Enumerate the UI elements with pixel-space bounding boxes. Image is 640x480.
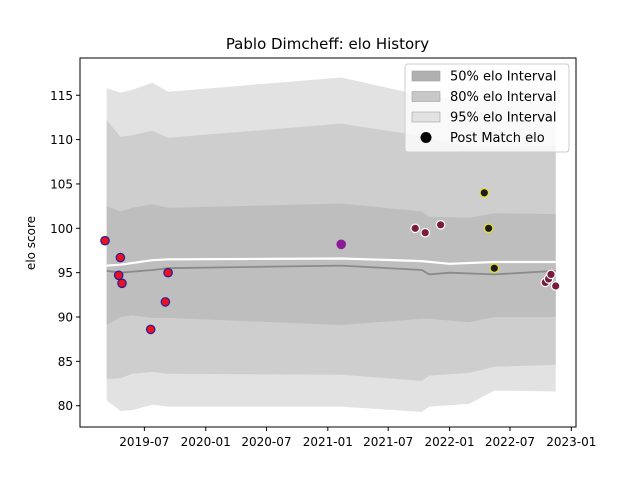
data-point-6	[163, 267, 173, 278]
axes: 80 85 90 95 100 105 110 115 2019-07 2020-01 2020-0…	[50, 57, 596, 449]
data-point-0	[100, 235, 110, 246]
legend-swatch-1	[411, 91, 441, 102]
line-median	[106, 264, 556, 276]
data-point-7	[336, 239, 346, 250]
legend-label-2: 95% elo Interval	[450, 111, 557, 126]
legend: 50% elo Interval 80% elo Interval 95% elo …	[404, 63, 570, 153]
data-point-11	[479, 188, 490, 198]
x-tick-label-3: 2021-01	[303, 435, 353, 449]
plot-area	[100, 77, 561, 412]
line-mean	[106, 257, 556, 267]
legend-marker-3	[420, 132, 432, 143]
legend-swatch-0	[411, 70, 441, 82]
x-tick-label-1: 2020-01	[181, 435, 231, 449]
data-point-9	[420, 227, 430, 238]
y-tick-label-6: 110	[50, 133, 73, 147]
legend-swatch-2	[411, 111, 441, 123]
data-point-1	[115, 252, 126, 263]
band-2	[106, 203, 556, 325]
data-point-8	[410, 223, 420, 234]
x-tick-label-6: 2022-07	[485, 435, 535, 449]
y-axis-label: elo score	[24, 216, 38, 270]
data-point-10	[435, 220, 446, 230]
y-tick-label-7: 115	[50, 89, 73, 103]
y-tick-label-1: 85	[58, 355, 73, 369]
y-tick-label-5: 105	[50, 177, 73, 191]
y-tick-label-0: 80	[58, 399, 73, 413]
legend-label-1: 80% elo Interval	[450, 90, 557, 105]
data-point-16	[546, 269, 556, 280]
x-tick-label-0: 2019-07	[119, 435, 169, 449]
legend-label-0: 50% elo Interval	[450, 70, 557, 85]
legend-label-3: Post Match elo	[450, 131, 545, 146]
y-tick-label-2: 90	[58, 311, 73, 325]
data-point-3	[117, 278, 127, 289]
data-point-17	[550, 281, 561, 291]
x-tick-label-5: 2022-01	[425, 435, 475, 449]
x-tick-label-2: 2020-07	[241, 435, 291, 449]
x-tick-label-4: 2021-07	[363, 435, 413, 449]
chart-title: Pablo Dimcheff: elo History	[226, 35, 429, 53]
y-tick-label-3: 95	[58, 266, 73, 280]
y-tick-label-4: 100	[50, 222, 73, 236]
data-point-4	[145, 324, 156, 335]
x-tick-label-7: 2023-01	[546, 435, 596, 449]
data-point-12	[483, 223, 494, 234]
data-point-5	[160, 297, 171, 307]
data-point-13	[489, 263, 500, 273]
data-point-2	[113, 270, 124, 281]
legend-frame	[404, 63, 570, 153]
